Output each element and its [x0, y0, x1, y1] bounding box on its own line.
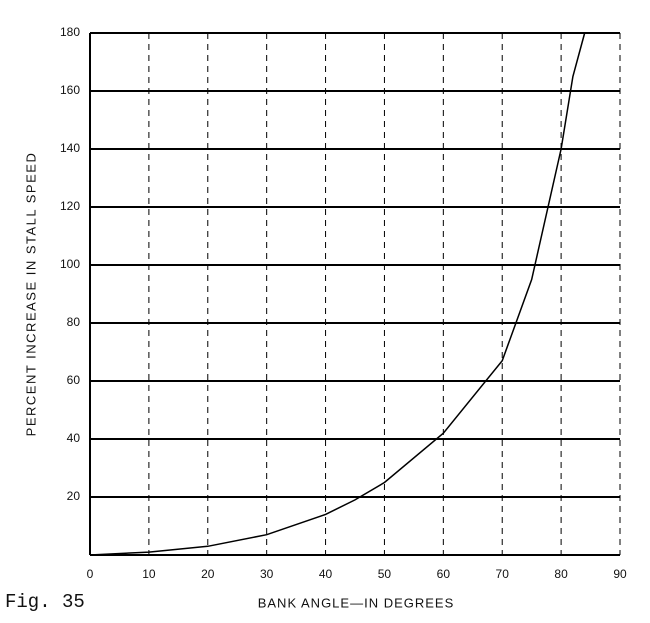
x-tick-label: 80	[554, 567, 568, 581]
y-tick-label: 60	[67, 373, 81, 387]
x-tick-label: 40	[319, 567, 333, 581]
x-tick-label: 90	[613, 567, 627, 581]
curve	[89, 32, 586, 556]
y-tick-label: 180	[60, 25, 80, 39]
y-tick-label: 140	[60, 141, 80, 155]
x-tick-label: 20	[201, 567, 215, 581]
y-tick-label: 120	[60, 199, 80, 213]
x-tick-label: 10	[142, 567, 156, 581]
y-tick-label: 100	[60, 257, 80, 271]
y-tick-label: 20	[67, 489, 81, 503]
x-axis-label: BANK ANGLE—IN DEGREES	[258, 595, 455, 610]
y-axis-label: PERCENT INCREASE IN STALL SPEED	[23, 152, 38, 437]
x-tick-label: 70	[496, 567, 510, 581]
y-tick-label: 160	[60, 83, 80, 97]
x-tick-label: 50	[378, 567, 392, 581]
x-tick-label: 30	[260, 567, 274, 581]
y-tick-label: 80	[67, 315, 81, 329]
y-tick-label: 40	[67, 431, 81, 445]
figure-label: Fig. 35	[5, 591, 85, 613]
x-tick-label: 60	[437, 567, 451, 581]
x-tick-label: 0	[87, 567, 94, 581]
